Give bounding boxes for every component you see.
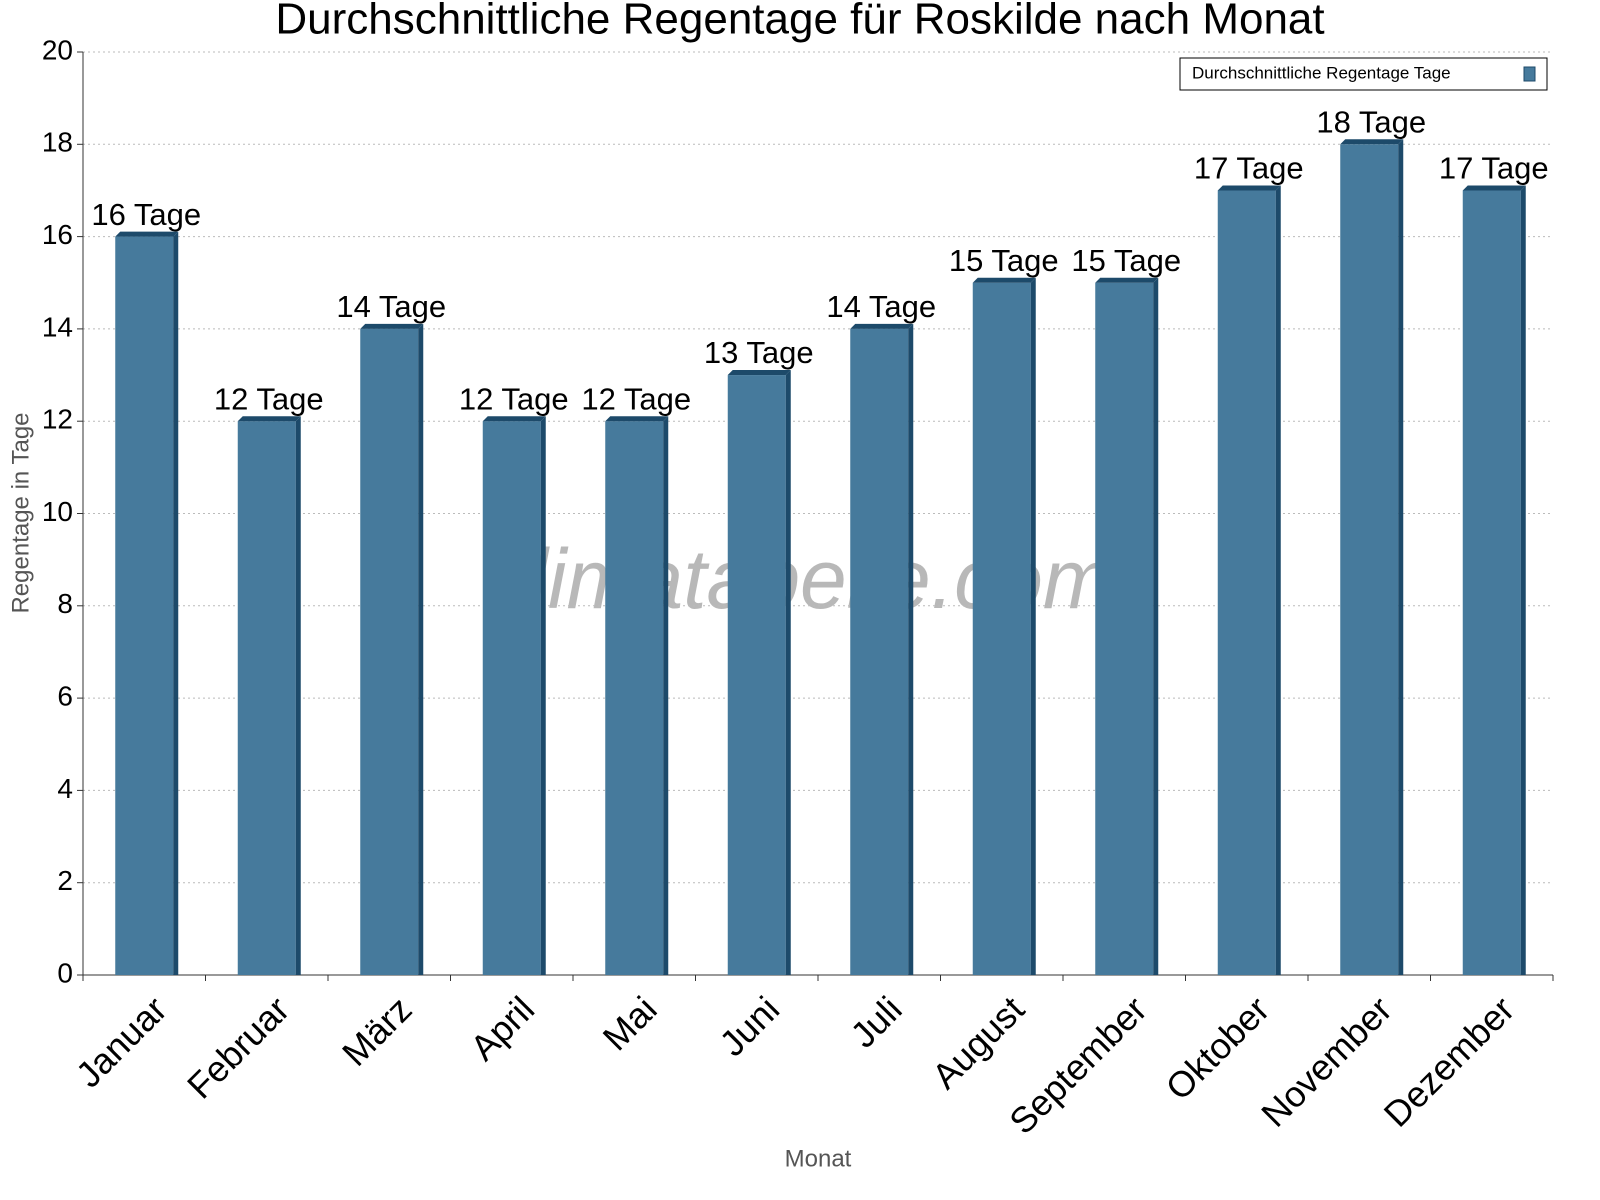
legend-swatch (1523, 66, 1536, 82)
data-label: 14 Tage (336, 289, 446, 324)
y-tick-label: 8 (57, 588, 73, 619)
bar-side (540, 416, 546, 975)
bar-side (1275, 185, 1281, 975)
bar (850, 328, 909, 975)
y-tick-label: 14 (42, 311, 73, 342)
bar-top (115, 231, 179, 237)
y-tick-label: 20 (42, 34, 73, 65)
bar-side (785, 370, 791, 975)
bar-top (850, 323, 914, 329)
bar-side (908, 323, 914, 975)
bar-top (1095, 277, 1159, 283)
legend-box (1179, 57, 1548, 91)
bar-side (1520, 185, 1526, 975)
bar (360, 328, 419, 975)
bar (1340, 144, 1399, 976)
bar-top (237, 416, 301, 422)
bar-top (972, 277, 1036, 283)
bar (1095, 282, 1154, 975)
bar-top (360, 323, 424, 329)
data-label: 16 Tage (91, 197, 201, 232)
data-label: 13 Tage (704, 335, 814, 370)
bar (727, 375, 786, 975)
data-label: 17 Tage (1439, 151, 1549, 186)
bar-side (663, 416, 669, 975)
y-axis-title: Regentage in Tage (7, 412, 34, 613)
data-label: 12 Tage (459, 381, 569, 416)
bar-side (173, 231, 179, 976)
y-tick-label: 6 (57, 680, 73, 711)
bar (482, 421, 541, 975)
bar (605, 421, 664, 975)
data-label: 12 Tage (581, 381, 691, 416)
bar-top (1217, 185, 1281, 191)
data-label: 17 Tage (1194, 151, 1304, 186)
bar-top (727, 370, 791, 376)
y-tick-label: 0 (57, 957, 73, 988)
bar-top (1462, 185, 1526, 191)
bar-side (1398, 139, 1404, 976)
legend-label: Durchschnittliche Regentage Tage (1192, 63, 1451, 82)
bar-side (1030, 277, 1036, 975)
y-tick-label: 18 (42, 127, 73, 158)
chart-title: Durchschnittliche Regentage für Roskilde… (275, 0, 1324, 44)
bar-side (295, 416, 301, 975)
data-label: 12 Tage (214, 381, 324, 416)
bar-top (482, 416, 546, 422)
bar-top (605, 416, 669, 422)
y-tick-label: 12 (42, 404, 73, 435)
x-axis-title: Monat (785, 1145, 852, 1172)
bar (1462, 190, 1521, 975)
bar (115, 236, 174, 976)
bar (237, 421, 296, 975)
bar (1217, 190, 1276, 975)
bar-side (418, 323, 424, 975)
data-label: 14 Tage (826, 289, 936, 324)
bar-side (1153, 277, 1159, 975)
y-tick-label: 10 (42, 496, 73, 527)
bar (972, 282, 1031, 975)
data-label: 15 Tage (1071, 243, 1181, 278)
y-tick-label: 4 (57, 773, 73, 804)
bar-top (1340, 139, 1404, 145)
data-label: 15 Tage (949, 243, 1059, 278)
data-label: 18 Tage (1316, 104, 1426, 139)
y-tick-label: 16 (42, 219, 73, 250)
y-tick-label: 2 (57, 865, 73, 896)
